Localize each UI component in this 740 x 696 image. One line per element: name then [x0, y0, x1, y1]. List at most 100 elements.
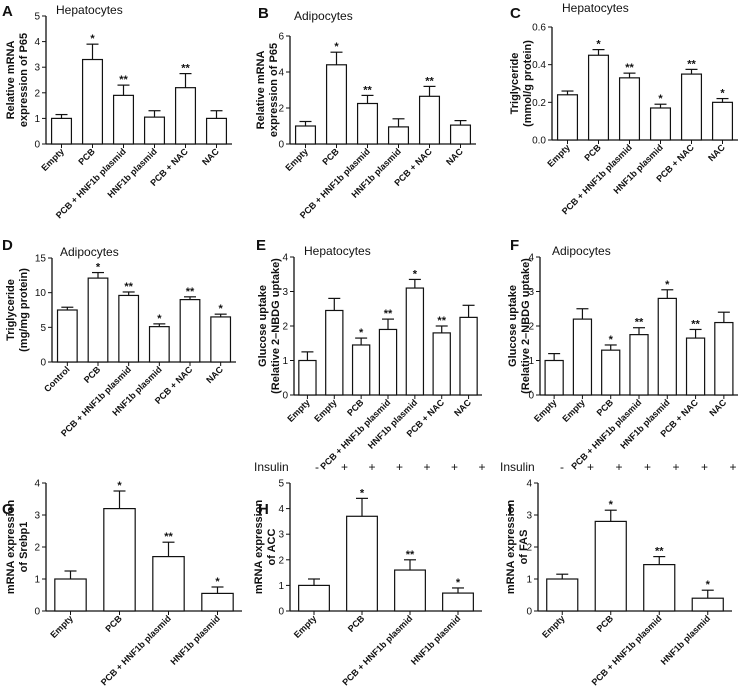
- x-tick-label: PCB: [345, 397, 366, 418]
- y-axis-label-line: Triglyceride: [5, 279, 17, 341]
- x-tick-label: NAC: [452, 397, 473, 418]
- insulin-sign: +: [701, 460, 708, 474]
- panel-letter: A: [2, 3, 13, 20]
- insulin-sign: +: [587, 460, 594, 474]
- y-axis-label: mRNA expressionof FAS: [505, 500, 530, 595]
- bar: [691, 597, 724, 612]
- x-tick-label: PCB: [76, 146, 97, 167]
- significance-mark: *: [215, 576, 220, 588]
- y-axis-label-line: expression of P65: [268, 43, 280, 137]
- y-axis-label-line: (mmol/g protein): [522, 40, 534, 127]
- x-tick-label: PCB: [82, 364, 103, 385]
- x-tick-label: PCB: [582, 142, 603, 163]
- significance-mark: **: [384, 308, 393, 320]
- significance-mark: **: [625, 62, 634, 74]
- bar: [210, 316, 232, 363]
- y-tick-label: 15: [35, 254, 47, 265]
- significance-mark: **: [186, 286, 195, 298]
- bar: [325, 64, 348, 145]
- x-tick-label: Empty: [532, 397, 559, 424]
- y-tick-label: 5: [278, 479, 284, 490]
- bar: [394, 569, 426, 612]
- bar: [148, 326, 170, 363]
- significance-mark: *: [219, 303, 224, 315]
- bar: [294, 125, 317, 145]
- bar: [143, 116, 166, 145]
- y-tick-label: 2: [34, 543, 40, 554]
- bar: [601, 349, 621, 396]
- y-axis-label-line: Triglyceride: [509, 53, 521, 115]
- significance-mark: *: [90, 33, 95, 45]
- bar: [544, 359, 564, 396]
- x-tick-label: NAC: [200, 146, 221, 167]
- x-tick-label: Empty: [48, 613, 75, 640]
- y-tick-label: 0: [40, 358, 46, 369]
- panel-letter: B: [258, 5, 269, 22]
- bar: [87, 277, 109, 363]
- insulin-sign: +: [644, 460, 651, 474]
- insulin-sign: +: [396, 460, 403, 474]
- bar: [449, 124, 472, 145]
- x-tick-label: Empty: [283, 146, 310, 173]
- significance-mark: **: [164, 531, 173, 543]
- y-tick-label: 0.2: [532, 98, 546, 109]
- bar: [587, 54, 610, 141]
- y-axis-label: Relative mRNAexpression of P65: [255, 43, 280, 137]
- y-tick-label: 6: [278, 32, 284, 43]
- y-tick-label: 5: [34, 12, 40, 23]
- bar: [657, 297, 677, 396]
- significance-mark: *: [96, 262, 101, 274]
- significance-mark: *: [413, 268, 418, 280]
- bar: [179, 299, 201, 363]
- significance-mark: *: [609, 334, 614, 346]
- bar: [459, 316, 478, 396]
- y-tick-label: 0.6: [532, 23, 546, 34]
- insulin-sign: +: [368, 460, 375, 474]
- panel-a: A Hepatocytes Relative mRNAexpression of P…: [2, 3, 232, 220]
- y-axis-label-line: expression of P65: [18, 33, 30, 127]
- y-axis-label: Relative mRNAexpression of P65: [5, 33, 30, 127]
- bar: [50, 117, 73, 145]
- bar: [56, 309, 78, 363]
- y-tick-label: 0: [34, 140, 40, 151]
- significance-mark: *: [157, 313, 162, 325]
- x-tick-label: Empty: [560, 397, 587, 424]
- panel-title: Adipocytes: [552, 244, 611, 258]
- y-tick-label: 0.0: [532, 136, 546, 147]
- insulin-sign: +: [423, 460, 430, 474]
- x-tick-label: PCB: [346, 613, 367, 634]
- panel-title: Hepatocytes: [56, 3, 123, 17]
- y-axis-label-line: Glucose uptake: [257, 285, 269, 367]
- x-tick-label: HNF1b plasmid: [618, 397, 671, 450]
- bar: [325, 309, 344, 396]
- y-tick-label: 4: [282, 253, 288, 264]
- y-axis-label-line: mRNA expression: [5, 500, 17, 595]
- bar: [680, 73, 703, 141]
- bar: [649, 107, 672, 141]
- insulin-sign: -: [560, 460, 564, 474]
- y-axis-label: Triglyceride(mmol/g protein): [509, 40, 534, 127]
- insulin-sign: +: [451, 460, 458, 474]
- y-axis-label-line: Relative mRNA: [5, 41, 17, 120]
- x-tick-label: HNF1b plasmid: [169, 613, 222, 666]
- significance-mark: **: [655, 546, 664, 558]
- bar: [405, 287, 425, 396]
- significance-mark: **: [635, 317, 644, 329]
- significance-mark: *: [359, 327, 364, 339]
- bar: [112, 94, 135, 145]
- y-tick-label: 1: [34, 575, 40, 586]
- y-tick-label: 4: [526, 479, 532, 490]
- y-tick-label: 3: [526, 511, 532, 522]
- y-tick-label: 10: [35, 288, 47, 299]
- bar: [546, 578, 579, 612]
- significance-mark: *: [658, 93, 663, 105]
- panel-title: Adipocytes: [294, 9, 353, 23]
- significance-mark: *: [609, 499, 614, 511]
- significance-mark: *: [117, 480, 122, 492]
- bar: [54, 578, 87, 612]
- bar: [714, 321, 734, 396]
- insulin-sign: -: [315, 460, 319, 474]
- panel-letter: G: [2, 501, 14, 518]
